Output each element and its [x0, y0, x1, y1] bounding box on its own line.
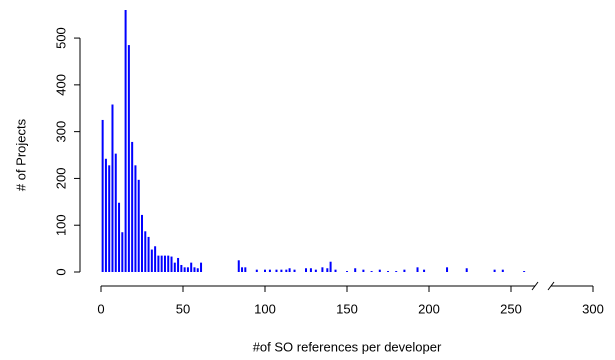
bar	[190, 262, 193, 272]
bar	[134, 165, 137, 272]
bar	[193, 267, 196, 272]
bar	[395, 271, 398, 272]
axis-break	[547, 281, 555, 291]
bar	[354, 268, 357, 272]
bar	[280, 269, 283, 272]
bar	[186, 267, 189, 272]
bar	[150, 249, 153, 272]
bar	[104, 158, 107, 272]
bar	[378, 269, 381, 272]
bar	[314, 269, 317, 272]
x-tick-label: 50	[176, 301, 190, 316]
bar	[264, 269, 266, 272]
x-tick-label: 0	[97, 301, 104, 316]
bar	[370, 271, 373, 272]
bar	[403, 269, 406, 272]
bar	[493, 269, 496, 272]
x-tick-label: 300	[582, 301, 604, 316]
y-tick-label: 100	[53, 214, 68, 236]
bar	[305, 268, 307, 272]
bar	[346, 271, 348, 272]
bar	[111, 104, 114, 272]
bar	[200, 262, 203, 272]
bar	[121, 232, 124, 272]
bar	[241, 267, 244, 272]
bar	[127, 45, 130, 272]
bar	[173, 262, 176, 272]
bar	[334, 269, 337, 272]
y-tick-label: 0	[53, 268, 68, 275]
bar	[329, 261, 332, 272]
bar	[423, 269, 426, 272]
bar	[154, 246, 157, 272]
x-tick-label: 250	[500, 301, 522, 316]
bar	[501, 269, 504, 272]
bar	[147, 236, 150, 272]
bar	[237, 260, 240, 272]
bar	[114, 153, 117, 272]
bar	[387, 271, 389, 272]
bar	[285, 269, 288, 272]
bar	[131, 141, 134, 272]
axis-break	[531, 281, 539, 291]
bar	[255, 269, 258, 272]
bar	[177, 257, 180, 272]
y-tick-label: 300	[53, 121, 68, 143]
bar	[160, 255, 163, 272]
bar	[118, 202, 121, 272]
x-tick-label: 100	[254, 301, 276, 316]
bar	[321, 267, 324, 272]
bar	[326, 268, 329, 272]
bar	[309, 268, 312, 272]
bar	[183, 267, 186, 272]
bar	[465, 268, 468, 272]
bar	[416, 267, 419, 272]
bar	[108, 165, 111, 272]
bar	[157, 255, 160, 272]
bar	[196, 268, 199, 272]
x-axis-label: #of SO references per developer	[253, 339, 442, 354]
y-axis-label: # of Projects	[13, 118, 28, 191]
bar	[362, 269, 365, 272]
y-tick-label: 200	[53, 168, 68, 190]
bar	[141, 214, 143, 272]
bar	[288, 268, 291, 272]
bar	[244, 267, 247, 272]
x-tick-label: 200	[418, 301, 440, 316]
bar	[275, 269, 278, 272]
bar	[180, 264, 183, 272]
bar	[523, 271, 526, 272]
y-tick-label: 500	[53, 27, 68, 49]
bar	[293, 269, 296, 272]
bar	[144, 231, 147, 272]
bar	[124, 10, 127, 272]
bar	[101, 119, 104, 272]
bar	[170, 256, 173, 272]
bar	[446, 267, 449, 272]
bar	[163, 255, 166, 272]
bar	[137, 179, 140, 272]
bar	[268, 269, 271, 272]
y-tick-label: 400	[53, 74, 68, 96]
bar	[167, 255, 170, 272]
x-tick-label: 150	[336, 301, 358, 316]
